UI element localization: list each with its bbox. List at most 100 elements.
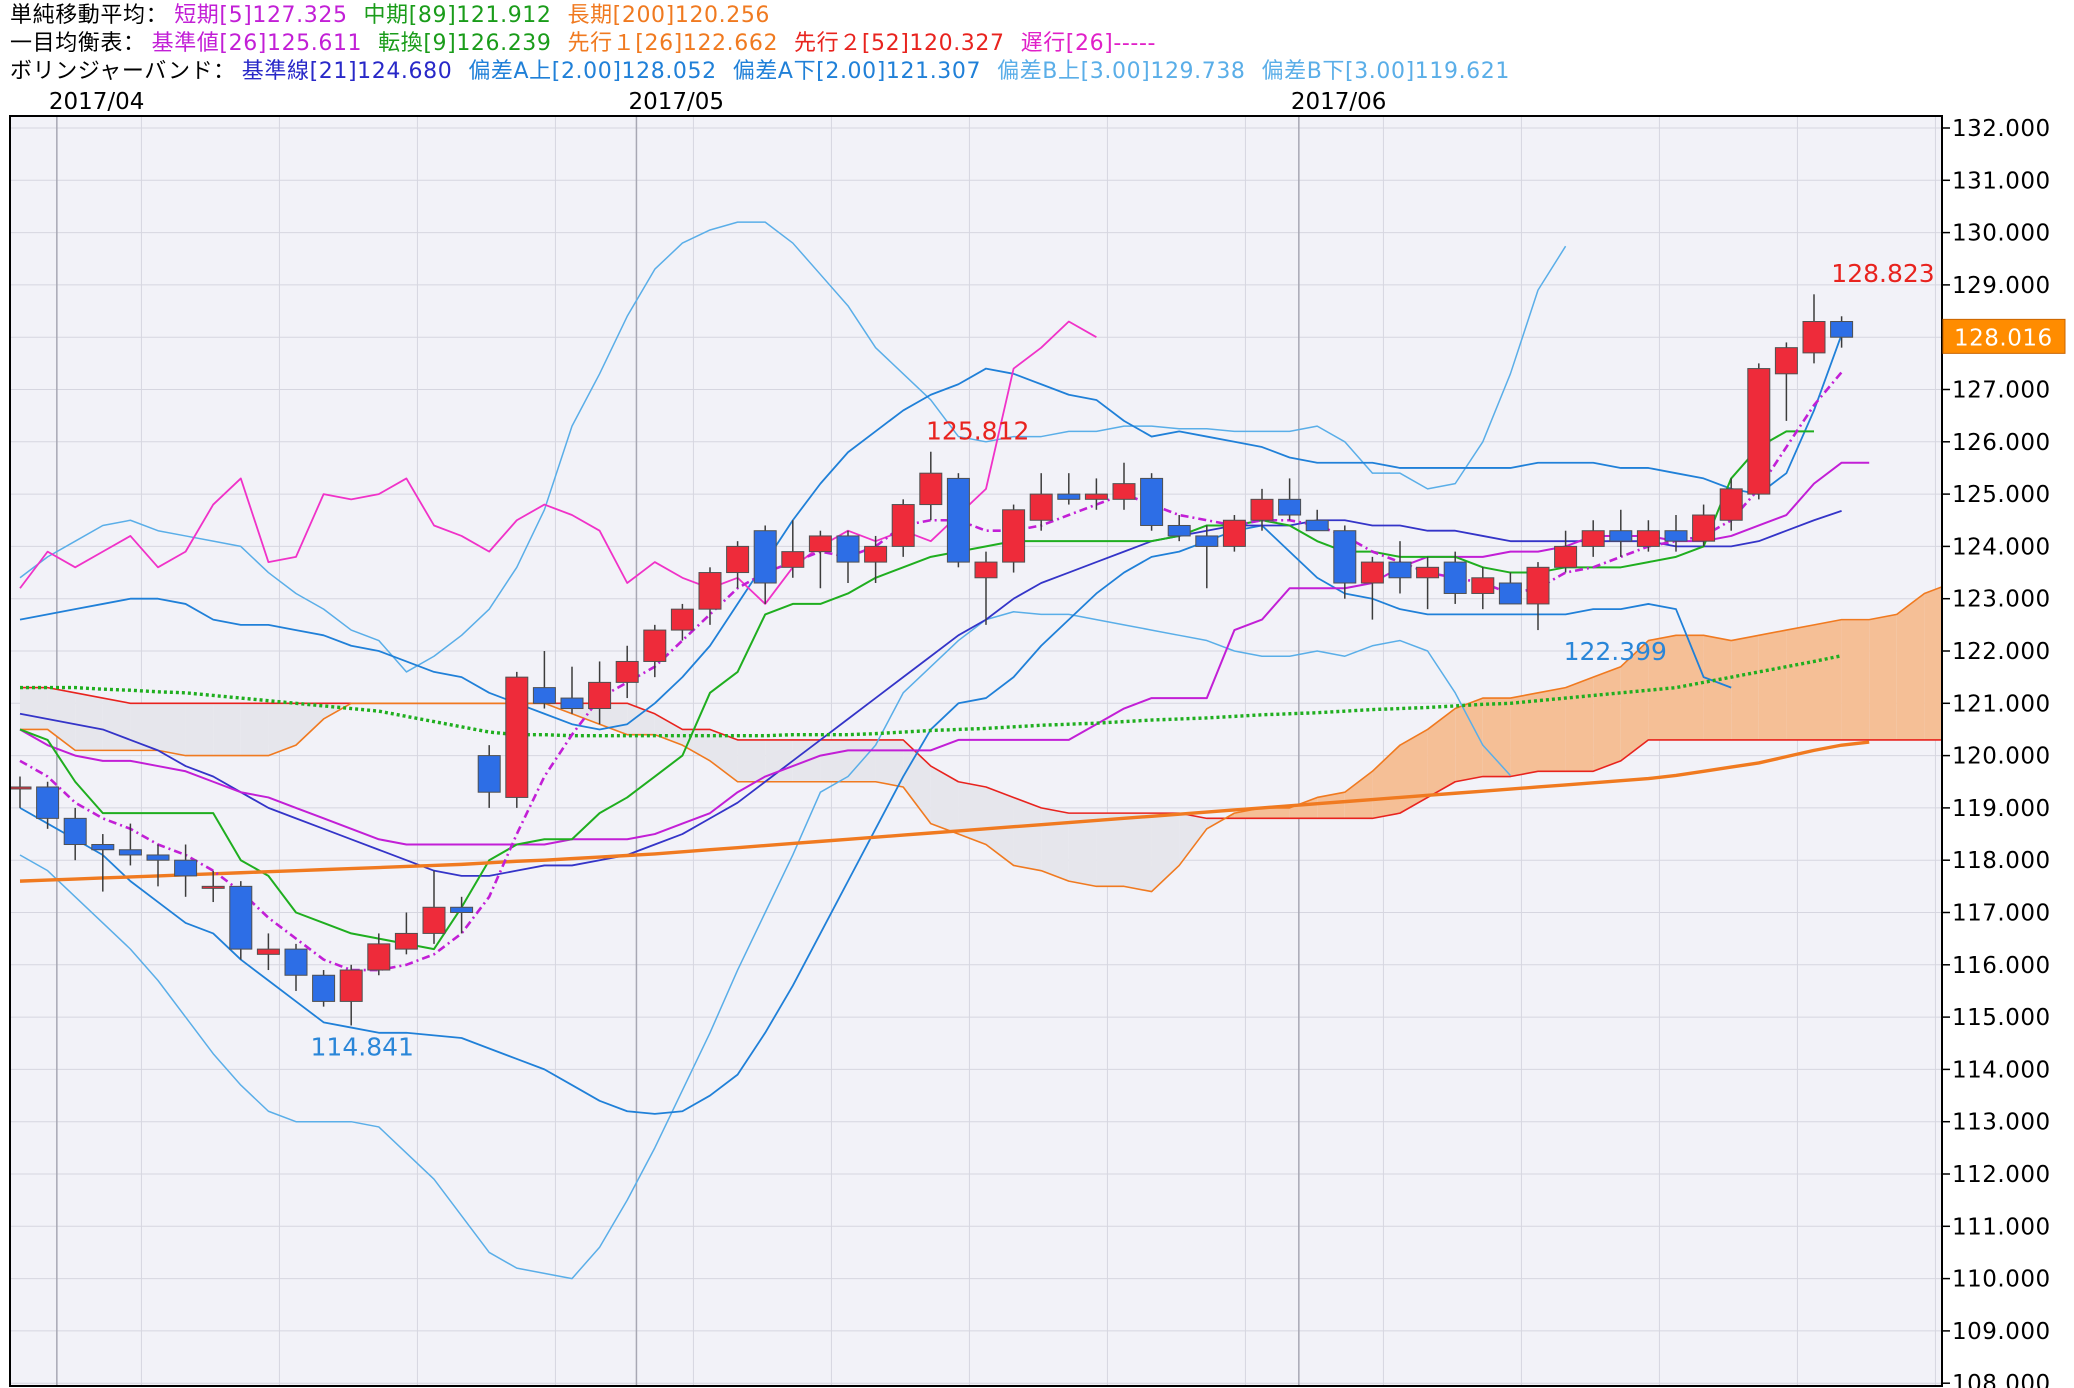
- series-bb-a-up: [19, 334, 1843, 731]
- current-price-label: 128.016: [1954, 325, 2053, 351]
- candle-body: [1498, 582, 1522, 605]
- candle-body: [1250, 498, 1274, 521]
- candle-body: [753, 530, 777, 584]
- cloud-segment: [737, 739, 766, 782]
- cloud-segment: [1427, 708, 1456, 798]
- candle-body: [643, 629, 667, 662]
- cloud-segment: [654, 713, 683, 746]
- legend-span-b: 先行２[52]120.327: [794, 31, 1005, 56]
- cloud-segment: [765, 739, 793, 782]
- candle-body: [394, 932, 418, 950]
- candle-body: [1360, 561, 1384, 584]
- series-bb-b-up: [19, 221, 1567, 673]
- candles: [10, 294, 1854, 1026]
- cloud-segment: [75, 692, 103, 751]
- candle-body: [864, 545, 888, 563]
- cloud-segment: [1068, 813, 1097, 887]
- price-annotation: 125.812: [926, 417, 1029, 446]
- cloud-segment: [1234, 807, 1262, 819]
- cloud-segment: [20, 687, 48, 730]
- plot-background: [10, 116, 1942, 1386]
- legend-span-a: 先行１[26]122.662: [567, 31, 779, 56]
- cloud-segment: [1041, 807, 1069, 882]
- candle-body: [1526, 566, 1550, 605]
- cloud-segment: [875, 739, 904, 787]
- plot-frame: [9, 115, 1943, 1387]
- y-tick-label: 122.000: [1952, 639, 2051, 665]
- candle-body: [1167, 524, 1191, 537]
- cloud-segment: [1758, 630, 1787, 740]
- y-tick-label: 118.000: [1952, 848, 2051, 874]
- candle-body: [1057, 493, 1081, 500]
- candle-body: [367, 943, 391, 971]
- cloud-segment: [1455, 698, 1483, 782]
- candle-body: [10, 786, 32, 790]
- legend-row-bollinger: ボリンジャーバンド： 基準線[21]124.680 偏差A上[2.00]128.05…: [10, 58, 1526, 86]
- candle-body: [312, 974, 336, 1002]
- cloud-segment: [1731, 635, 1759, 740]
- y-tick-label: 117.000: [1952, 901, 2051, 927]
- date-label: 2017/05: [628, 89, 724, 115]
- cloud-segment: [1814, 619, 1842, 740]
- y-tick-label: 125.000: [1952, 482, 2051, 508]
- legend-bb-b-low: 偏差B下[3.00]119.621: [1261, 59, 1510, 84]
- series-sma-long: [19, 740, 1870, 883]
- candle-body: [1084, 493, 1108, 500]
- y-tick-label: 121.000: [1952, 691, 2051, 717]
- cloud-segment: [903, 739, 931, 824]
- candle-body: [781, 551, 805, 568]
- candle-body: [808, 535, 832, 553]
- date-axis: 2017/04 2017/05 2017/06: [49, 89, 1387, 115]
- current-price-marker: 128.016: [1942, 318, 2066, 354]
- legend-bb-a-low: 偏差A下[2.00]121.307: [732, 59, 982, 84]
- candle-body: [1333, 530, 1357, 584]
- candle-body: [1719, 488, 1743, 521]
- ichimoku-cloud: [20, 586, 1942, 892]
- y-tick-label: 116.000: [1952, 953, 2051, 979]
- candle-body: [1112, 483, 1136, 500]
- cloud-segment: [213, 703, 241, 756]
- candle-body: [1388, 561, 1412, 579]
- candle-body: [1747, 368, 1771, 495]
- y-tick-label: 132.000: [1952, 116, 2051, 142]
- candle-body: [1636, 530, 1660, 547]
- candle-body: [891, 504, 915, 547]
- cloud-segment: [1262, 807, 1290, 819]
- y-tick-label: 113.000: [1952, 1110, 2051, 1136]
- legend-row-ichimoku: 一目均衡表： 基準値[26]125.611 転換[9]126.239 先行１[26]1…: [10, 30, 1172, 58]
- candle-body: [836, 535, 860, 563]
- cloud-segment: [1924, 586, 1942, 740]
- cloud-segment: [1400, 729, 1428, 814]
- candle-body: [1774, 347, 1798, 375]
- candle-body: [1554, 545, 1578, 568]
- indicator-legend: 単純移動平均： 短期[5]127.325 中期[89]121.912 長期[200]1…: [0, 0, 2074, 88]
- candle-body: [201, 885, 225, 889]
- candle-body: [505, 676, 529, 798]
- candle-body: [1305, 519, 1329, 532]
- cloud-segment: [268, 703, 296, 756]
- candle-body: [532, 687, 556, 704]
- y-tick-label: 129.000: [1952, 273, 2051, 299]
- cloud-segment: [1482, 698, 1511, 777]
- candle-body: [615, 660, 639, 683]
- price-annotation: 128.823: [1831, 259, 1934, 288]
- cloud-segment: [1786, 624, 1814, 740]
- price-annotation: 122.399: [1564, 637, 1667, 666]
- cloud-segment: [1703, 635, 1732, 740]
- cloud-segment: [1538, 687, 1566, 772]
- cloud-segment: [1896, 593, 1925, 740]
- candle-body: [477, 755, 501, 793]
- cloud-segment: [820, 739, 848, 782]
- cloud-segment: [1510, 692, 1538, 777]
- legend-sma-label: 単純移動平均：: [10, 3, 169, 28]
- legend-chikou: 遅行[26]-----: [1020, 31, 1157, 56]
- candle-body: [229, 885, 253, 950]
- series-bb-b-low: [19, 611, 1511, 1280]
- legend-ichimoku-label: 一目均衡表：: [10, 31, 146, 56]
- indicator-lines: [19, 221, 1942, 1280]
- price-annotation: 114.841: [311, 1032, 414, 1061]
- candle-body: [1471, 577, 1495, 594]
- cloud-segment: [1869, 614, 1897, 740]
- legend-bollinger-label: ボリンジャーバンド：: [10, 59, 236, 84]
- cloud-segment: [102, 698, 131, 751]
